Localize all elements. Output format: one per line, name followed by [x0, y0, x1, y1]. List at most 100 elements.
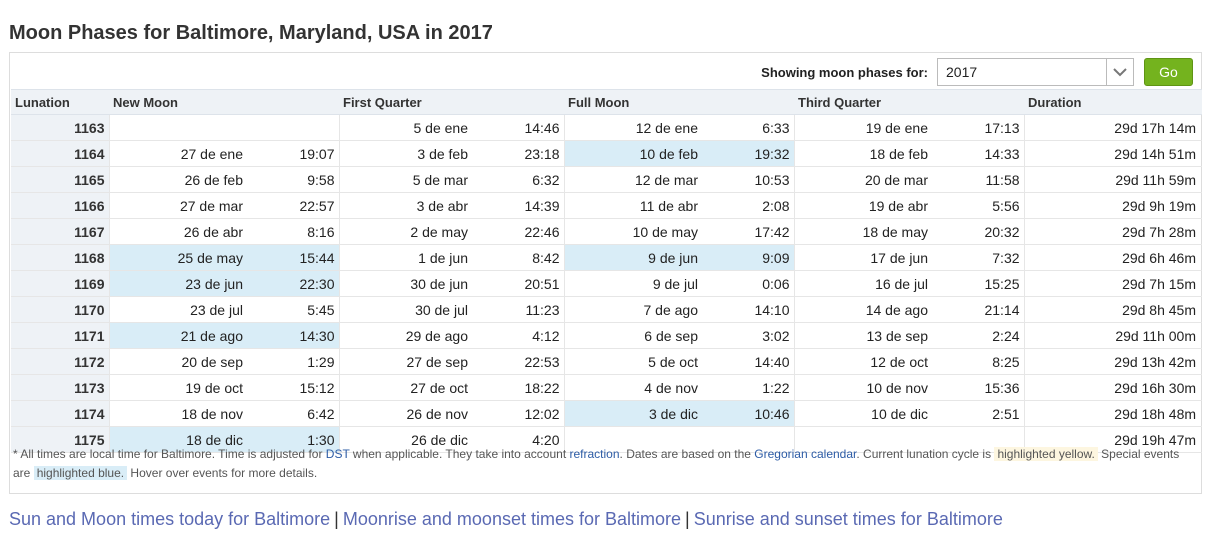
- full-moon-date: 10 de may: [563, 218, 704, 245]
- full-moon-date: 3 de dic: [563, 400, 704, 427]
- lunation-number: 1165: [11, 166, 109, 193]
- duration-value: 29d 11h 59m: [1023, 166, 1203, 193]
- header-duration: Duration: [1024, 89, 1203, 115]
- full-moon-time: 6:33: [704, 114, 794, 141]
- full-moon-date: [563, 426, 704, 453]
- footnote: * All times are local time for Baltimore…: [13, 445, 1198, 483]
- full-moon-time: [704, 426, 794, 453]
- third-quarter-date: 20 de mar: [793, 166, 934, 193]
- table-row: 1173 19 de oct 15:12 27 de oct 18:22 4 de nov…: [11, 374, 1203, 401]
- third-quarter-date: [793, 426, 934, 453]
- first-quarter-time: 18:22: [474, 374, 564, 401]
- moonrise-moonset-link[interactable]: Moonrise and moonset times for Baltimore: [342, 509, 682, 529]
- new-moon-time: [249, 114, 339, 141]
- new-moon-time: 6:42: [249, 400, 339, 427]
- link-separator: |: [334, 509, 339, 529]
- table-header-row: Lunation New Moon First Quarter Full Moo…: [11, 89, 1203, 115]
- gregorian-calendar-link[interactable]: Gregorian calendar: [754, 447, 857, 461]
- first-quarter-date: 27 de sep: [338, 348, 474, 375]
- footnote-text: when applicable. They take into account: [349, 447, 570, 461]
- first-quarter-date: 29 de ago: [338, 322, 474, 349]
- first-quarter-date: 5 de mar: [338, 166, 474, 193]
- table-row: 1170 23 de jul 5:45 30 de jul 11:23 7 de ago 1…: [11, 296, 1203, 323]
- third-quarter-date: 13 de sep: [793, 322, 934, 349]
- first-quarter-time: 4:20: [474, 426, 564, 453]
- new-moon-date: 19 de oct: [108, 374, 249, 401]
- full-moon-time: 10:46: [704, 400, 794, 427]
- full-moon-time: 3:02: [704, 322, 794, 349]
- new-moon-date: 23 de jul: [108, 296, 249, 323]
- refraction-link[interactable]: refraction: [569, 447, 620, 461]
- new-moon-date: 26 de abr: [108, 218, 249, 245]
- new-moon-date: [108, 114, 249, 141]
- first-quarter-date: 30 de jul: [338, 296, 474, 323]
- full-moon-date: 10 de feb: [563, 140, 704, 167]
- first-quarter-date: 5 de ene: [338, 114, 474, 141]
- new-moon-date: 21 de ago: [108, 322, 249, 349]
- first-quarter-time: 8:42: [474, 244, 564, 271]
- sun-moon-times-link[interactable]: Sun and Moon times today for Baltimore: [9, 509, 331, 529]
- third-quarter-time: 21:14: [934, 296, 1025, 323]
- new-moon-time: 1:30: [249, 426, 339, 453]
- footnote-text: . Dates are based on the: [619, 447, 755, 461]
- new-moon-date: 20 de sep: [108, 348, 249, 375]
- highlight-blue-sample: highlighted blue.: [33, 466, 128, 480]
- full-moon-date: 12 de ene: [563, 114, 704, 141]
- full-moon-date: 11 de abr: [563, 192, 704, 219]
- new-moon-date: 23 de jun: [108, 270, 249, 297]
- lunation-number: 1164: [11, 140, 109, 167]
- new-moon-date: 25 de may: [108, 244, 249, 271]
- full-moon-date: 9 de jun: [563, 244, 704, 271]
- table-row: 1175 18 de dic 1:30 26 de dic 4:20 29d 19h 47…: [11, 426, 1203, 453]
- full-moon-time: 14:40: [704, 348, 794, 375]
- table-row: 1166 27 de mar 22:57 3 de abr 14:39 11 de abr…: [11, 192, 1203, 219]
- duration-value: 29d 9h 19m: [1023, 192, 1203, 219]
- full-moon-time: 0:06: [704, 270, 794, 297]
- first-quarter-time: 14:46: [474, 114, 564, 141]
- table-row: 1171 21 de ago 14:30 29 de ago 4:12 6 de sep 3…: [11, 322, 1203, 349]
- go-button[interactable]: Go: [1144, 58, 1193, 86]
- new-moon-date: 18 de dic: [108, 426, 249, 453]
- full-moon-date: 4 de nov: [563, 374, 704, 401]
- full-moon-time: 2:08: [704, 192, 794, 219]
- third-quarter-date: 14 de ago: [793, 296, 934, 323]
- new-moon-time: 9:58: [249, 166, 339, 193]
- dst-link[interactable]: DST: [325, 447, 350, 461]
- third-quarter-date: 19 de ene: [793, 114, 934, 141]
- year-select-value: 2017: [946, 64, 978, 80]
- year-select-label: Showing moon phases for:: [761, 64, 928, 80]
- lunation-number: 1171: [11, 322, 109, 349]
- duration-value: 29d 7h 28m: [1023, 218, 1203, 245]
- first-quarter-date: 1 de jun: [338, 244, 474, 271]
- first-quarter-date: 3 de feb: [338, 140, 474, 167]
- full-moon-time: 1:22: [704, 374, 794, 401]
- year-select[interactable]: 2017: [937, 58, 1134, 86]
- third-quarter-time: 17:13: [934, 114, 1025, 141]
- sunrise-sunset-link[interactable]: Sunrise and sunset times for Baltimore: [693, 509, 1003, 529]
- third-quarter-time: 15:36: [934, 374, 1025, 401]
- duration-value: 29d 8h 45m: [1023, 296, 1203, 323]
- new-moon-date: 18 de nov: [108, 400, 249, 427]
- duration-value: 29d 14h 51m: [1023, 140, 1203, 167]
- chevron-down-icon[interactable]: [1106, 59, 1133, 85]
- full-moon-time: 19:32: [704, 140, 794, 167]
- first-quarter-time: 20:51: [474, 270, 564, 297]
- lunation-number: 1166: [11, 192, 109, 219]
- lunation-number: 1170: [11, 296, 109, 323]
- new-moon-time: 8:16: [249, 218, 339, 245]
- third-quarter-date: 10 de nov: [793, 374, 934, 401]
- footnote-text: Hover over events for more details.: [127, 466, 318, 480]
- header-full-moon: Full Moon: [564, 89, 794, 115]
- third-quarter-time: 8:25: [934, 348, 1025, 375]
- lunation-number: 1167: [11, 218, 109, 245]
- full-moon-time: 14:10: [704, 296, 794, 323]
- new-moon-time: 5:45: [249, 296, 339, 323]
- lunation-number: 1174: [11, 400, 109, 427]
- first-quarter-date: 27 de oct: [338, 374, 474, 401]
- duration-value: 29d 7h 15m: [1023, 270, 1203, 297]
- link-separator: |: [685, 509, 690, 529]
- first-quarter-date: 2 de may: [338, 218, 474, 245]
- first-quarter-time: 12:02: [474, 400, 564, 427]
- lunation-number: 1173: [11, 374, 109, 401]
- third-quarter-date: 18 de may: [793, 218, 934, 245]
